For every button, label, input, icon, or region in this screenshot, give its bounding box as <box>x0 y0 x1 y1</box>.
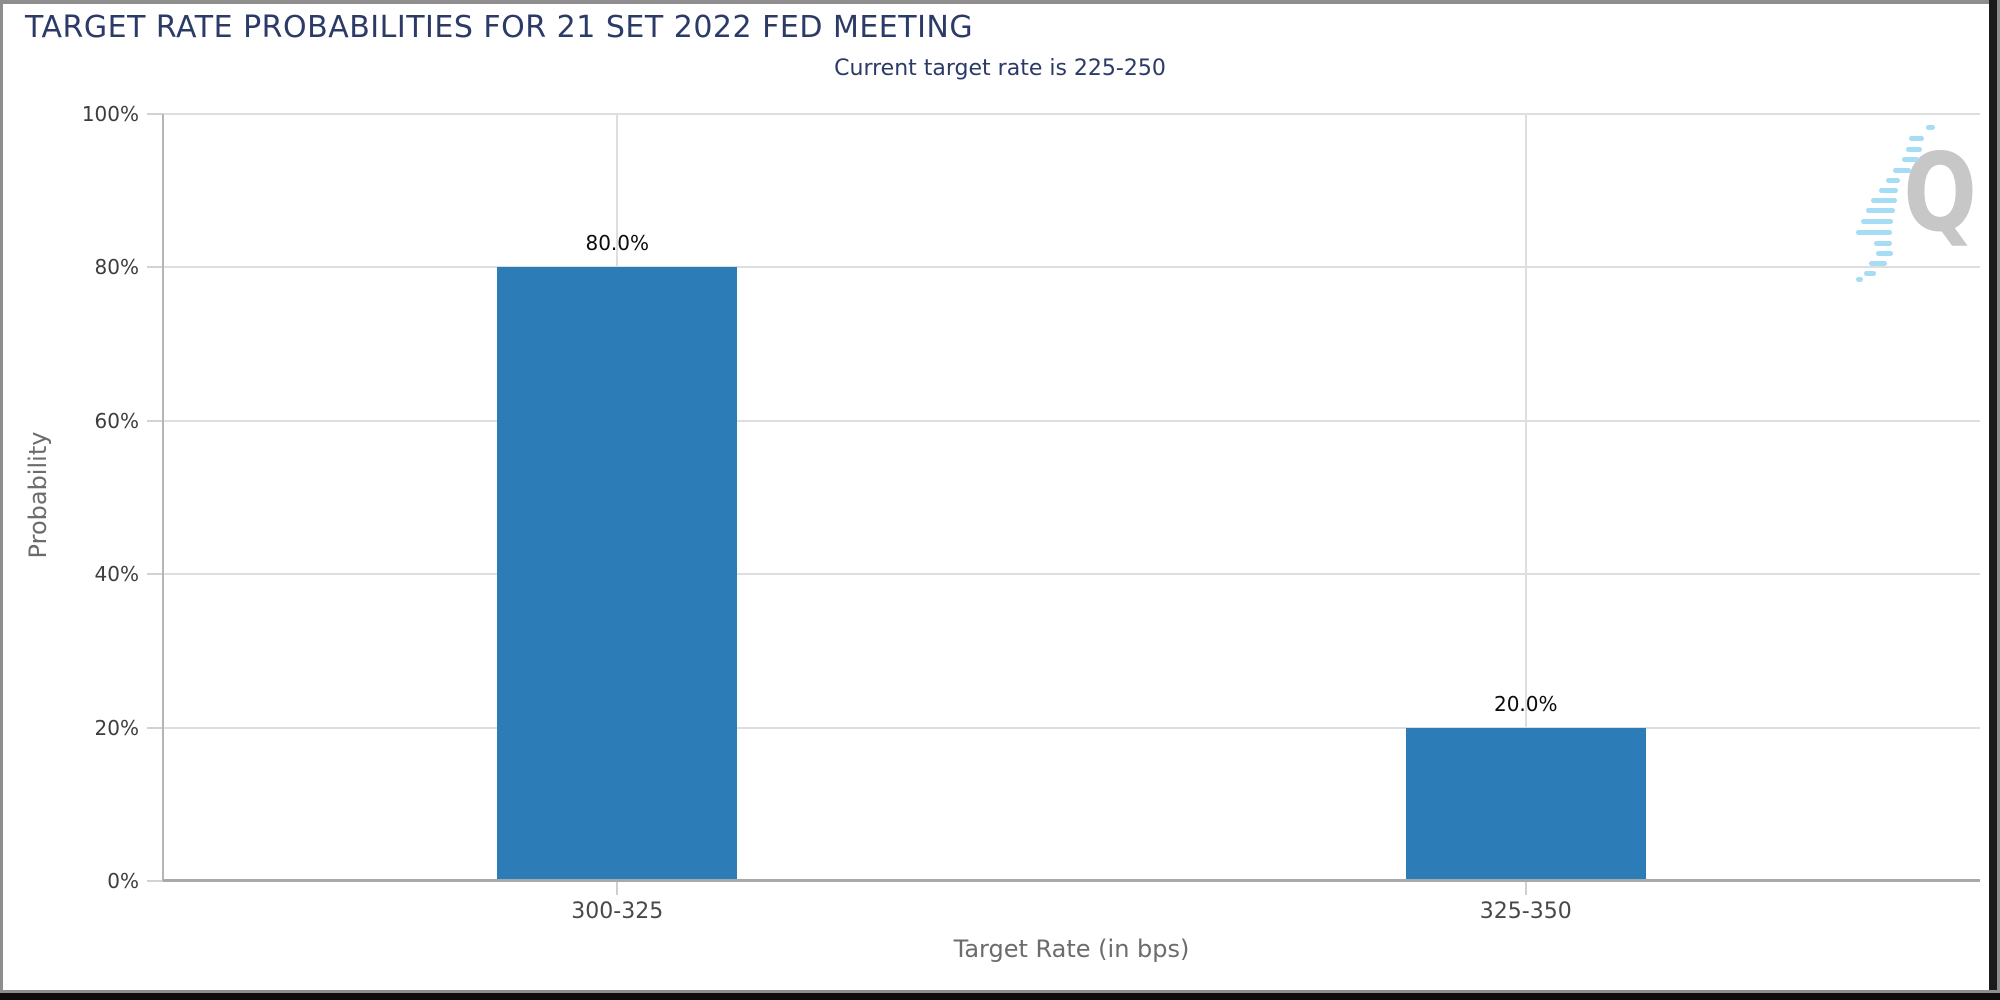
bar <box>497 267 738 881</box>
chart-title: TARGET RATE PROBABILITIES FOR 21 SET 202… <box>25 10 974 45</box>
logo-stripe <box>1861 219 1893 224</box>
logo-stripe <box>1906 147 1922 152</box>
window-border-top <box>0 0 2000 4</box>
y-gridline <box>163 726 1980 729</box>
y-tick-mark <box>147 880 163 882</box>
quantra-watermark-logo: Q <box>1845 92 1985 287</box>
window-border-left <box>0 0 3 993</box>
y-tick-label: 100% <box>81 102 139 126</box>
logo-stripe <box>1874 241 1892 246</box>
logo-stripe <box>1902 157 1919 162</box>
logo-stripe <box>1876 251 1893 256</box>
logo-stripe <box>1909 136 1924 141</box>
window-border-bottom-edge <box>0 993 2000 1000</box>
y-tick-mark <box>147 573 163 576</box>
logo-stripe <box>1926 125 1935 130</box>
y-tick-mark <box>147 726 163 729</box>
logo-stripe <box>1879 188 1898 193</box>
y-gridline <box>163 573 1980 576</box>
y-tick-label: 0% <box>107 869 139 893</box>
logo-stripe <box>1864 271 1876 276</box>
y-gridline <box>163 266 1980 269</box>
x-tick-label: 325-350 <box>1479 899 1572 924</box>
x-gridline <box>1524 114 1527 881</box>
window-border-right-edge <box>1997 0 2000 993</box>
logo-stripe <box>1866 208 1895 213</box>
logo-stripe <box>1871 198 1897 203</box>
logo-stripe <box>1886 178 1900 183</box>
logo-stripe <box>1856 230 1892 235</box>
window-border-bottom <box>0 990 2000 993</box>
logo-stripe <box>1869 261 1887 266</box>
y-tick-label: 80% <box>94 255 139 280</box>
bar-value-label: 20.0% <box>1493 691 1558 716</box>
y-gridline <box>163 113 1980 115</box>
x-axis-line <box>163 879 1980 882</box>
x-tick-mark <box>616 881 619 895</box>
chart-subtitle: Current target rate is 225-250 <box>834 56 1166 81</box>
x-tick-label: 300-325 <box>571 899 664 924</box>
bar-value-label: 80.0% <box>585 231 650 256</box>
x-axis-title: Target Rate (in bps) <box>953 935 1190 963</box>
y-tick-label: 20% <box>94 715 139 740</box>
logo-stripe <box>1856 277 1863 282</box>
y-tick-mark <box>147 113 163 115</box>
y-tick-label: 60% <box>94 408 139 433</box>
window-border-right <box>1989 0 1997 993</box>
y-gridline <box>163 419 1980 422</box>
logo-stripe <box>1893 168 1911 173</box>
y-tick-mark <box>147 419 163 422</box>
y-axis-title: Probability <box>24 431 52 559</box>
bar <box>1405 727 1646 881</box>
plot-area: 0% 20% 40% 60% 80% 100% 80.0% 20.0% 300-… <box>82 102 1980 963</box>
y-axis-line <box>162 114 164 881</box>
y-tick-label: 40% <box>94 562 139 587</box>
x-tick-mark <box>1524 881 1527 895</box>
y-tick-mark <box>147 266 163 269</box>
